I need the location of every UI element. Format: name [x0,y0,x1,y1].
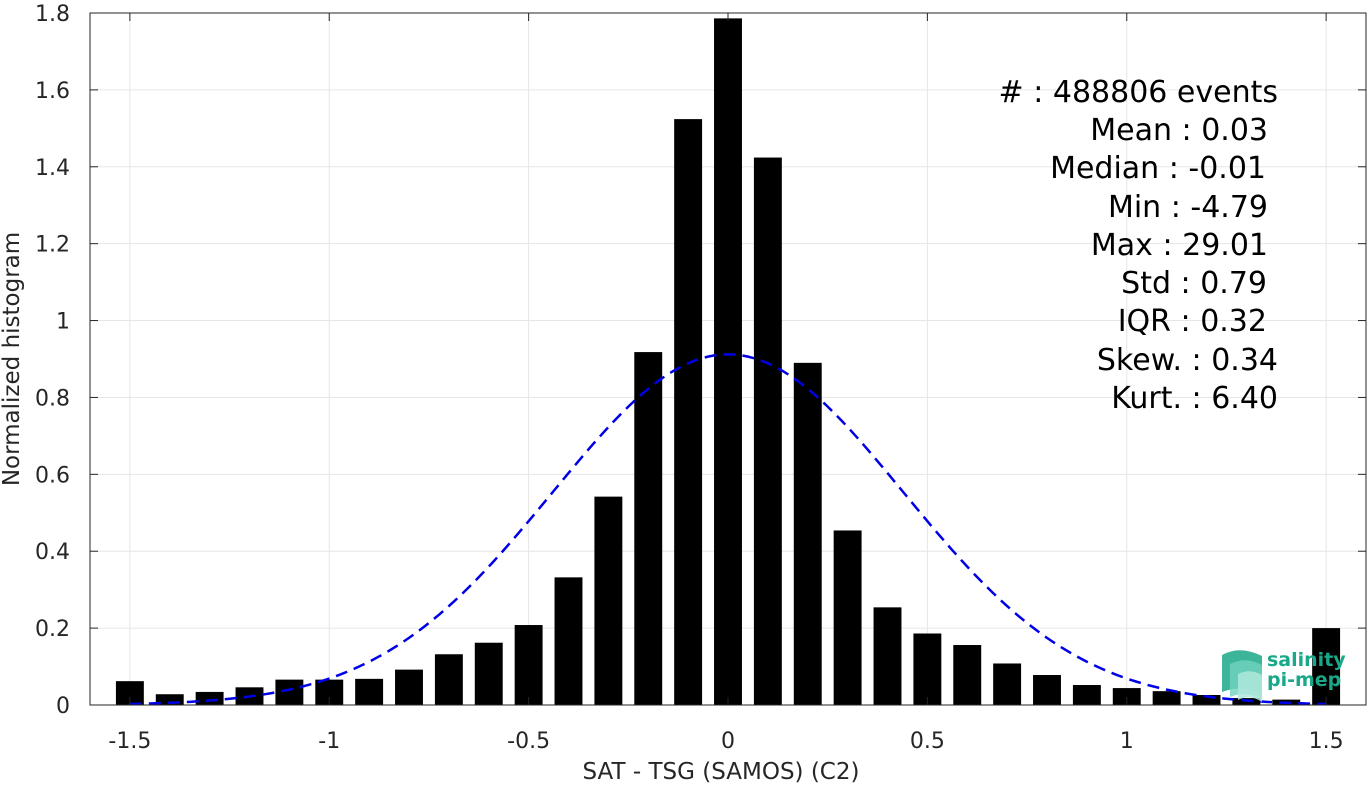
histogram-bar [873,607,902,705]
y-tick-label: 0.4 [35,540,70,565]
normal-fit-curve [129,353,1327,706]
stat-skew: Skew. : 0.34 [1097,343,1278,378]
x-tick-label: 0 [721,729,735,754]
histogram-bar [793,362,822,705]
histogram-bar [554,577,583,705]
histogram-bar [714,18,742,706]
histogram-bar [115,681,144,705]
histogram-bar [993,663,1022,705]
histogram-bar [275,679,304,705]
histogram-bar [1192,695,1221,705]
x-tick-label: -1 [318,729,340,754]
y-axis-title: Normalized histogram [0,232,25,486]
histogram-bar [594,496,623,705]
stat-count: # : 488806 events [999,75,1278,110]
y-tick-label: 1.2 [35,233,70,258]
x-tick-label: 0.5 [910,729,945,754]
stat-median: Median : -0.01 [1050,151,1266,186]
logo-text-pi-mep: pi-mep [1267,669,1341,691]
y-tick-label: 1 [56,310,70,335]
x-tick-labels: -1.5 -1 -0.5 0 0.5 1 1.5 [108,729,1343,754]
x-tick-label: 1.5 [1309,729,1344,754]
histogram-bar [953,645,982,705]
x-tick-label: 1 [1120,729,1134,754]
stat-iqr: IQR : 0.32 [1118,304,1267,339]
statistics-panel: # : 488806 events Mean : 0.03 Median : -… [999,75,1278,416]
histogram-bar [195,691,224,705]
histogram-bar [395,669,423,705]
y-tick-label: 1.8 [35,2,70,27]
y-tick-label: 0 [56,694,70,719]
histogram-bars [115,18,1341,706]
x-axis-title: SAT - TSG (SAMOS) (C2) [583,759,860,785]
histogram-bar [674,119,703,705]
histogram-bar [833,530,862,705]
x-tick-label: -1.5 [108,729,151,754]
stat-max: Max : 29.01 [1091,228,1268,263]
histogram-bar [355,678,384,705]
y-tick-label: 0.6 [35,463,70,488]
y-tick-label: 1.4 [35,156,70,181]
axis-ticks [90,12,1366,706]
histogram-bar [1152,691,1181,705]
histogram-bar [634,352,663,705]
stat-kurt: Kurt. : 6.40 [1111,381,1278,416]
stat-std: Std : 0.79 [1121,266,1267,301]
histogram-bar [753,157,782,705]
histogram-bar [913,633,942,705]
histogram-bar [1112,688,1141,705]
histogram-bar [514,625,543,705]
logo-wave-icon [1222,650,1262,702]
histogram-bar [474,642,503,705]
y-tick-label: 0.2 [35,617,70,642]
stat-min: Min : -4.79 [1108,190,1268,225]
histogram-bar [1312,628,1341,705]
histogram-bar [434,654,463,705]
histogram-bar [1072,685,1101,705]
histogram-bar [1033,675,1061,705]
logo-text-salinity: salinity [1267,649,1346,671]
x-tick-label: -0.5 [507,729,550,754]
salinity-pi-mep-logo: salinity pi-mep [1222,649,1346,702]
y-tick-labels: 0 0.2 0.4 0.6 0.8 1 1.2 1.4 1.6 1.8 [35,2,70,719]
stat-mean: Mean : 0.03 [1090,113,1268,148]
histogram-bar [155,694,184,705]
y-tick-label: 0.8 [35,386,70,411]
y-tick-label: 1.6 [35,79,70,104]
